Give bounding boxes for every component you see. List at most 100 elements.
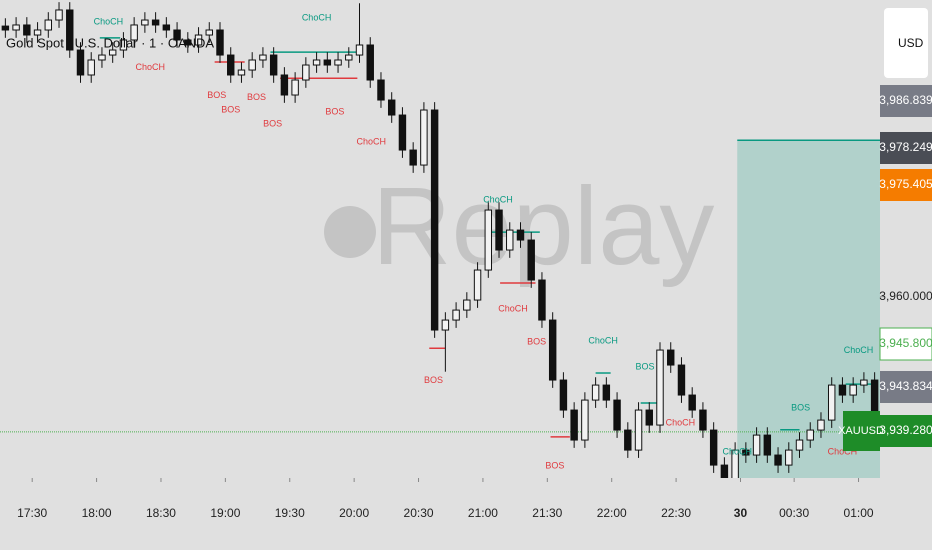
structure-label: ChoCH <box>723 446 753 456</box>
candle-body <box>742 449 750 456</box>
candle-body <box>66 9 74 51</box>
candle-body <box>506 229 514 251</box>
x-tick-label: 20:00 <box>339 506 369 520</box>
candle-body <box>463 299 471 311</box>
candle-body <box>1 25 10 31</box>
candle-body <box>12 24 20 31</box>
candle-body <box>516 229 525 241</box>
watermark-icon <box>324 206 376 258</box>
candle-body <box>785 449 793 466</box>
x-tick-label: 17:30 <box>17 506 47 520</box>
candle-body <box>23 24 31 36</box>
candle-body <box>559 379 568 411</box>
candle-body <box>849 384 857 396</box>
candle-body <box>184 39 192 46</box>
candle-body <box>76 49 85 76</box>
structure-label: ChoCH <box>666 418 696 428</box>
candle-body <box>280 74 289 96</box>
candle-body <box>377 79 385 101</box>
candle-body <box>581 399 589 441</box>
x-tick-label: 18:00 <box>82 506 112 520</box>
structure-label: BOS <box>325 107 344 117</box>
x-tick-label: 30 <box>734 506 748 520</box>
candle-body <box>860 379 868 386</box>
candle-body <box>795 439 804 451</box>
candle-body <box>624 429 632 451</box>
candle-body <box>141 19 149 26</box>
structure-label: BOS <box>207 90 226 100</box>
candle-body <box>699 409 707 431</box>
price-tag-label: 3,945.800 <box>879 336 932 350</box>
structure-label: ChoCH <box>302 13 332 23</box>
candle-body <box>248 59 256 71</box>
candle-body <box>420 109 428 166</box>
structure-label: BOS <box>545 461 564 471</box>
y-tick-label: 3,960.000 <box>879 289 932 303</box>
price-tag <box>880 371 932 403</box>
candle-body <box>237 69 246 76</box>
x-tick-label: 18:30 <box>146 506 176 520</box>
currency-label[interactable]: USD <box>898 36 924 50</box>
symbol-tag <box>843 411 880 451</box>
candle-body <box>398 114 407 151</box>
candle-body <box>205 29 213 36</box>
structure-label: BOS <box>424 375 443 385</box>
candle-body <box>366 44 374 81</box>
candle-body <box>387 99 396 116</box>
structure-label: ChoCH <box>357 137 387 147</box>
candle-body <box>677 364 686 396</box>
candle-body <box>291 79 299 96</box>
candle-body <box>334 59 342 66</box>
candle-body <box>495 209 503 251</box>
structure-label: BOS <box>791 403 810 413</box>
candle-body <box>731 449 739 478</box>
candle-body <box>774 454 782 466</box>
candle-body <box>162 24 171 31</box>
candle-body <box>591 384 600 401</box>
candle-body <box>259 54 267 61</box>
candle-body <box>527 239 535 281</box>
candle-body <box>763 434 772 456</box>
candle-body <box>44 19 53 31</box>
chart-title: Gold Spot / U.S. Dollar · 1 · OANDA <box>6 35 214 50</box>
x-tick-label: 20:30 <box>404 506 434 520</box>
price-tag-label: 3,975.405 <box>879 177 932 191</box>
candle-body <box>312 59 321 66</box>
candle-body <box>151 19 160 26</box>
candle-body <box>667 349 675 366</box>
candle-body <box>645 409 653 426</box>
price-tag <box>879 327 932 361</box>
candle-body <box>817 419 825 431</box>
candle-body <box>656 349 664 426</box>
candle-body <box>130 24 138 41</box>
currency-button[interactable] <box>884 8 928 78</box>
structure-label: BOS <box>247 92 266 102</box>
structure-label: BOS <box>221 105 240 115</box>
x-tick-label: 22:30 <box>661 506 691 520</box>
candle-body <box>55 9 63 21</box>
candle-body <box>484 209 493 271</box>
candle-body <box>108 49 117 56</box>
candle-body <box>87 59 95 76</box>
candle-body <box>323 59 332 66</box>
candle-body <box>194 34 203 46</box>
plot-area: ReplayChoCHChoCHBOSBOSBOSBOSChoCHBOSChoC… <box>0 2 880 478</box>
candle-body <box>838 384 847 396</box>
structure-label: ChoCH <box>483 195 513 205</box>
price-tag <box>880 169 932 201</box>
x-tick-label: 21:30 <box>532 506 562 520</box>
price-tag <box>880 85 932 117</box>
structure-label: BOS <box>635 362 654 372</box>
x-tick-label: 19:00 <box>210 506 240 520</box>
price-tag-label: 3,939.280 <box>879 423 932 437</box>
x-tick-label: 21:00 <box>468 506 498 520</box>
candle-body <box>473 269 482 301</box>
candle-body <box>827 384 836 421</box>
candle-body <box>33 29 42 36</box>
candle-body <box>430 109 439 331</box>
candle-body <box>227 54 235 76</box>
candle-body <box>302 64 310 81</box>
candle-body <box>752 434 761 456</box>
candle-body <box>98 54 106 61</box>
